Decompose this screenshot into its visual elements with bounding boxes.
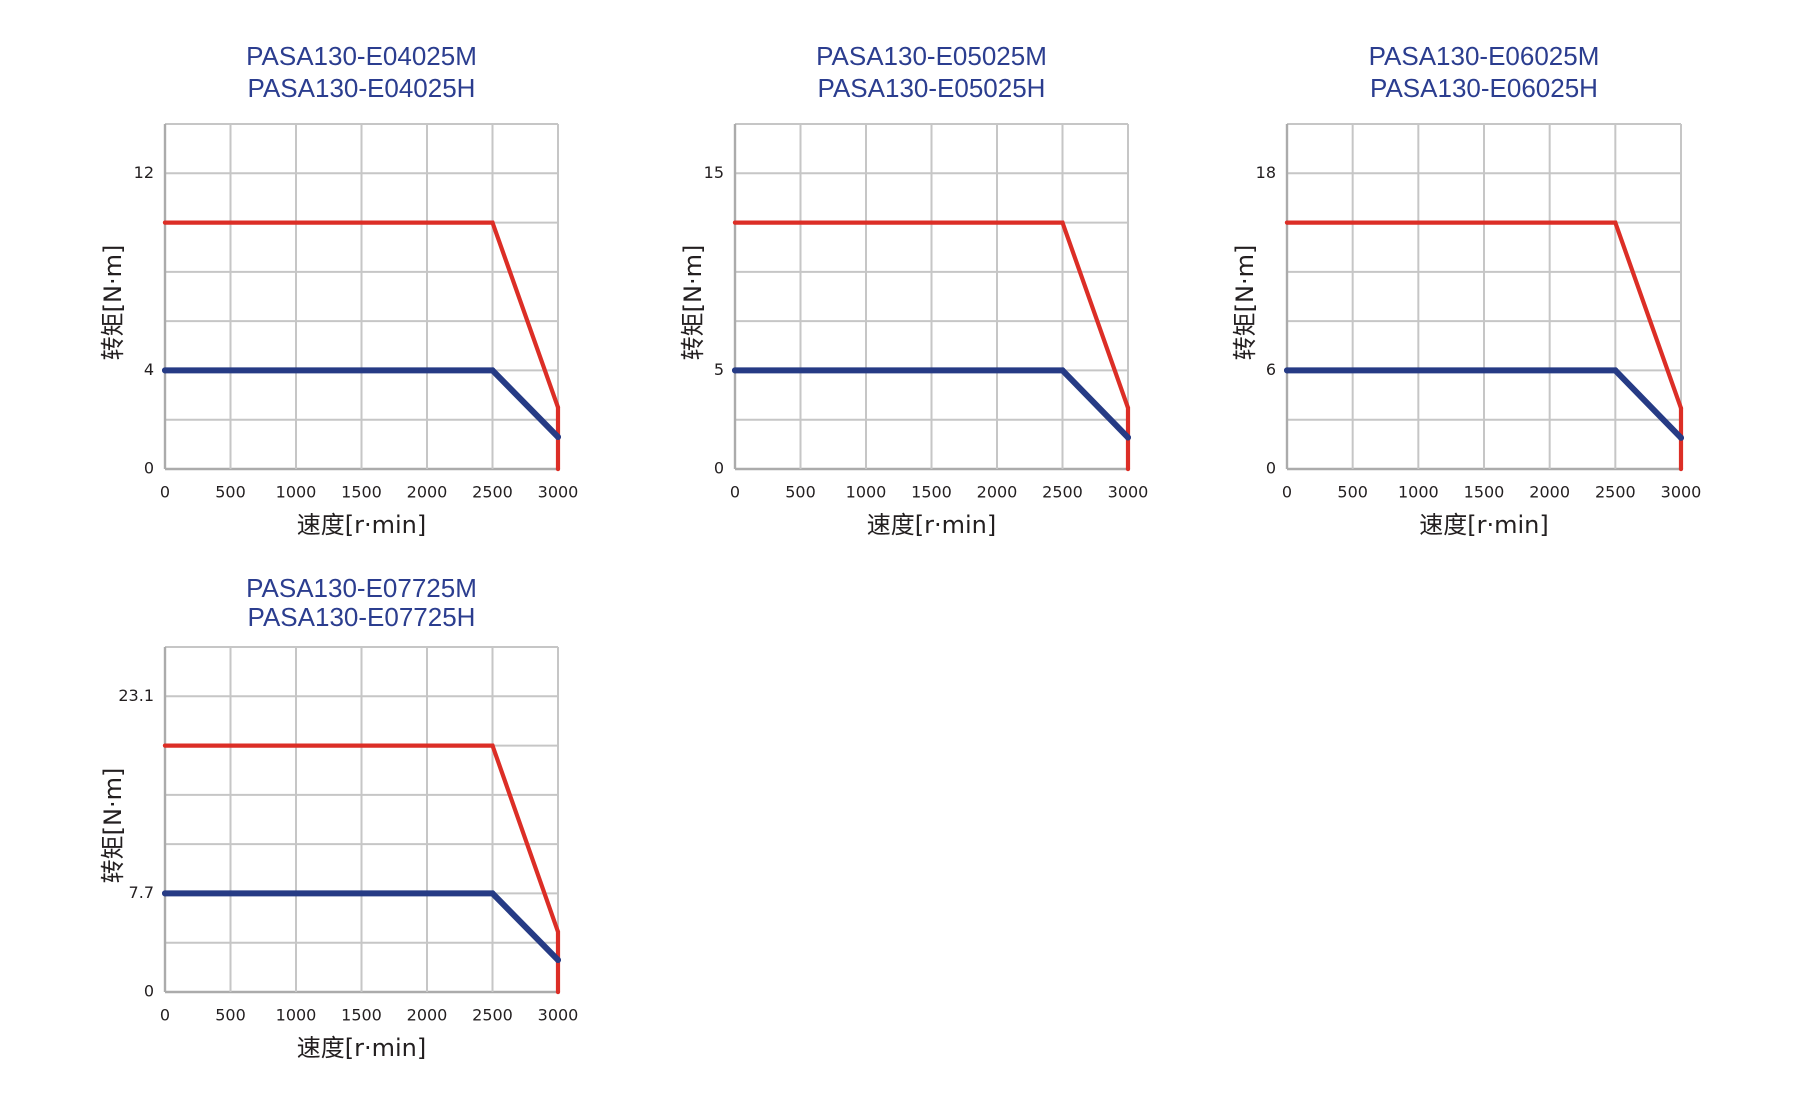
data-point-rated <box>1125 434 1131 441</box>
chart-title-line-1: PASA130-E06025M <box>1369 41 1600 71</box>
data-point-rated <box>489 890 496 897</box>
y-tick-label: 0 <box>144 982 154 1001</box>
data-point-peak <box>490 743 495 748</box>
x-axis-title: 速度[r·min] <box>1419 511 1548 539</box>
y-axis-title: 转矩[N·m] <box>99 768 127 884</box>
x-tick-label: 500 <box>215 1006 246 1025</box>
data-point-rated <box>489 367 496 374</box>
x-tick-label: 500 <box>785 483 816 502</box>
data-point-rated <box>732 367 738 374</box>
data-point-rated <box>1059 367 1066 374</box>
y-tick-label: 0 <box>714 459 724 478</box>
x-tick-label: 3000 <box>538 1006 579 1025</box>
data-point-rated <box>1678 434 1684 441</box>
x-tick-label: 0 <box>1282 483 1292 502</box>
y-axis-title: 转矩[N·m] <box>679 245 707 361</box>
x-tick-label: 2500 <box>472 483 513 502</box>
data-point-peak <box>490 220 495 225</box>
chart-title-line-1: PASA130-E04025M <box>246 41 477 71</box>
data-point-peak <box>1678 406 1684 411</box>
x-tick-label: 1000 <box>1398 483 1439 502</box>
chart-title-line-1: PASA130-E05025M <box>816 41 1047 71</box>
data-point-rated <box>555 956 561 963</box>
chart-title-line-1: PASA130-E07725M <box>246 573 477 603</box>
data-point-peak <box>1125 405 1131 410</box>
y-tick-label: 15 <box>704 163 724 182</box>
x-tick-label: 1000 <box>276 483 317 502</box>
data-point-rated <box>162 890 168 897</box>
data-point-peak <box>1060 220 1065 225</box>
data-point-peak <box>555 466 561 472</box>
data-point-rated <box>1284 367 1290 374</box>
chart-title-line-2: PASA130-E05025H <box>818 73 1046 103</box>
y-axis-title: 转矩[N·m] <box>1231 245 1259 361</box>
x-tick-label: 0 <box>160 483 170 502</box>
data-point-peak <box>1678 466 1684 472</box>
chart-title-line-2: PASA130-E04025H <box>248 73 476 103</box>
x-tick-label: 2500 <box>1042 483 1083 502</box>
data-point-peak <box>555 989 561 995</box>
x-tick-label: 2500 <box>472 1006 513 1025</box>
chart-title-line-2: PASA130-E07725H <box>248 602 476 632</box>
x-tick-label: 3000 <box>538 483 579 502</box>
x-axis-title: 速度[r·min] <box>297 1034 426 1062</box>
data-point-peak <box>555 405 561 410</box>
x-axis-title: 速度[r·min] <box>297 511 426 539</box>
x-tick-label: 500 <box>1337 483 1368 502</box>
y-tick-label: 4 <box>144 360 154 379</box>
data-point-peak <box>1125 466 1131 472</box>
x-tick-label: 500 <box>215 483 246 502</box>
data-point-peak <box>732 220 738 225</box>
x-axis-title: 速度[r·min] <box>867 511 996 539</box>
x-tick-label: 0 <box>730 483 740 502</box>
x-tick-label: 1500 <box>911 483 952 502</box>
x-tick-label: 1000 <box>846 483 887 502</box>
y-tick-label: 6 <box>1266 360 1276 379</box>
data-point-peak <box>162 743 168 748</box>
x-tick-label: 1500 <box>341 483 382 502</box>
x-tick-label: 2000 <box>1529 483 1570 502</box>
x-tick-label: 1000 <box>276 1006 317 1025</box>
chart-title-line-2: PASA130-E06025H <box>1370 73 1598 103</box>
data-point-peak <box>1284 220 1290 225</box>
data-point-rated <box>162 367 168 374</box>
data-point-rated <box>1612 367 1619 374</box>
y-axis-title: 转矩[N·m] <box>99 245 127 361</box>
data-point-peak <box>162 220 168 225</box>
y-tick-label: 5 <box>714 360 724 379</box>
x-tick-label: 3000 <box>1108 483 1149 502</box>
x-tick-label: 1500 <box>341 1006 382 1025</box>
y-tick-label: 7.7 <box>129 883 154 902</box>
y-tick-label: 18 <box>1256 163 1276 182</box>
data-point-rated <box>555 433 561 440</box>
x-tick-label: 2000 <box>407 1006 448 1025</box>
x-tick-label: 2500 <box>1595 483 1636 502</box>
x-tick-label: 0 <box>160 1006 170 1025</box>
data-point-peak <box>555 929 561 934</box>
y-tick-label: 0 <box>144 459 154 478</box>
y-tick-label: 12 <box>134 163 154 182</box>
x-tick-label: 2000 <box>977 483 1018 502</box>
x-tick-label: 1500 <box>1464 483 1505 502</box>
y-tick-label: 23.1 <box>118 686 154 705</box>
y-tick-label: 0 <box>1266 459 1276 478</box>
data-point-peak <box>1613 220 1618 225</box>
x-tick-label: 3000 <box>1661 483 1702 502</box>
x-tick-label: 2000 <box>407 483 448 502</box>
